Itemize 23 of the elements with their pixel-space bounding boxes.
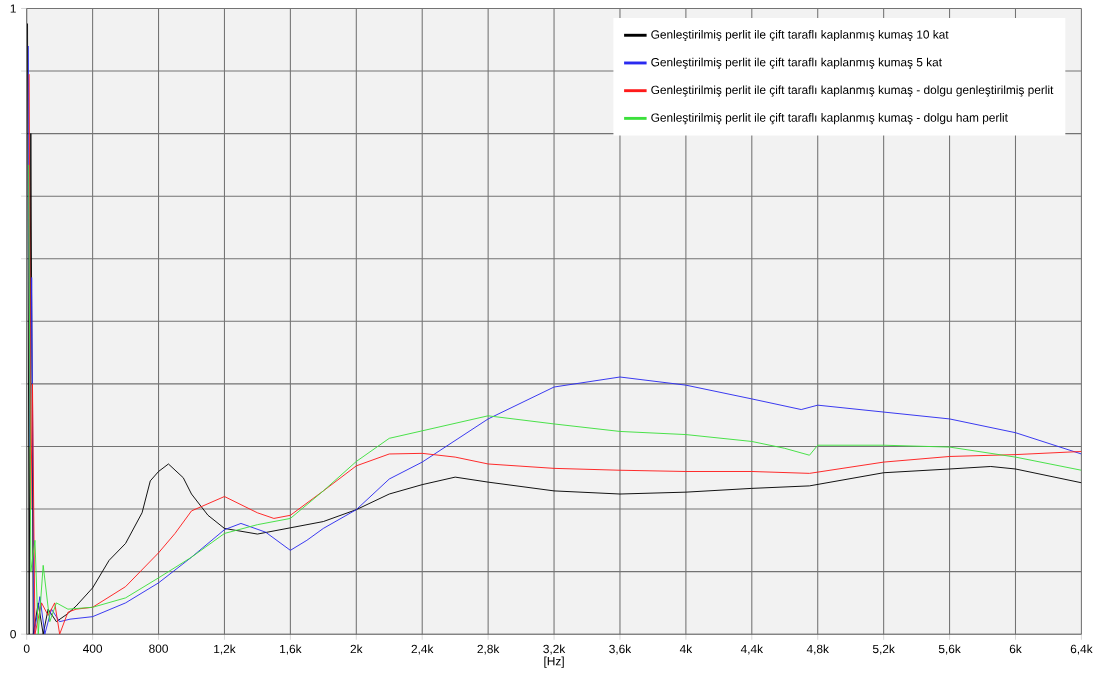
x-tick-label: 800 [149,644,168,654]
legend-label: Genleştirilmiş perlit ile çift taraflı kaplanmış kumaş 5 kat [651,57,942,69]
x-tick-label: 1,6k [280,644,302,655]
x-tick-label: 5,2k [872,644,895,655]
x-tick-label: 3,2k [543,644,566,655]
x-tick-label: 6k [1009,644,1022,654]
x-tick-label: 2,8k [477,644,500,655]
x-tick-label: 4,8k [806,644,829,655]
x-tick-label: 0 [23,644,30,654]
y-tick-label: 1 [10,4,16,13]
x-tick-label: 2,4k [411,644,434,655]
legend-label: Genleştirilmiş perlit ile çift taraflı kaplanmış kumaş - dolgu ham perlit [651,113,1008,125]
legend-label: Genleştirilmiş perlit ile çift taraflı kaplanmış kumaş 10 kat [651,30,949,42]
x-axis-title: [Hz] [544,656,564,668]
x-tick-label: 400 [82,644,103,654]
x-tick-label: 3,6k [609,644,632,655]
x-tick-label: 1,2k [214,644,236,655]
x-tick-label: 4k [679,644,693,654]
x-tick-label: 5,6k [938,644,961,655]
x-tick-label: 2k [350,644,363,654]
x-tick-label: 6,4k [1070,644,1093,655]
legend-label: Genleştirilmiş perlit ile çift taraflı kaplanmış kumaş - dolgu genleştirilmiş perlit [651,85,1054,97]
x-tick-label: 4,4k [740,644,764,655]
